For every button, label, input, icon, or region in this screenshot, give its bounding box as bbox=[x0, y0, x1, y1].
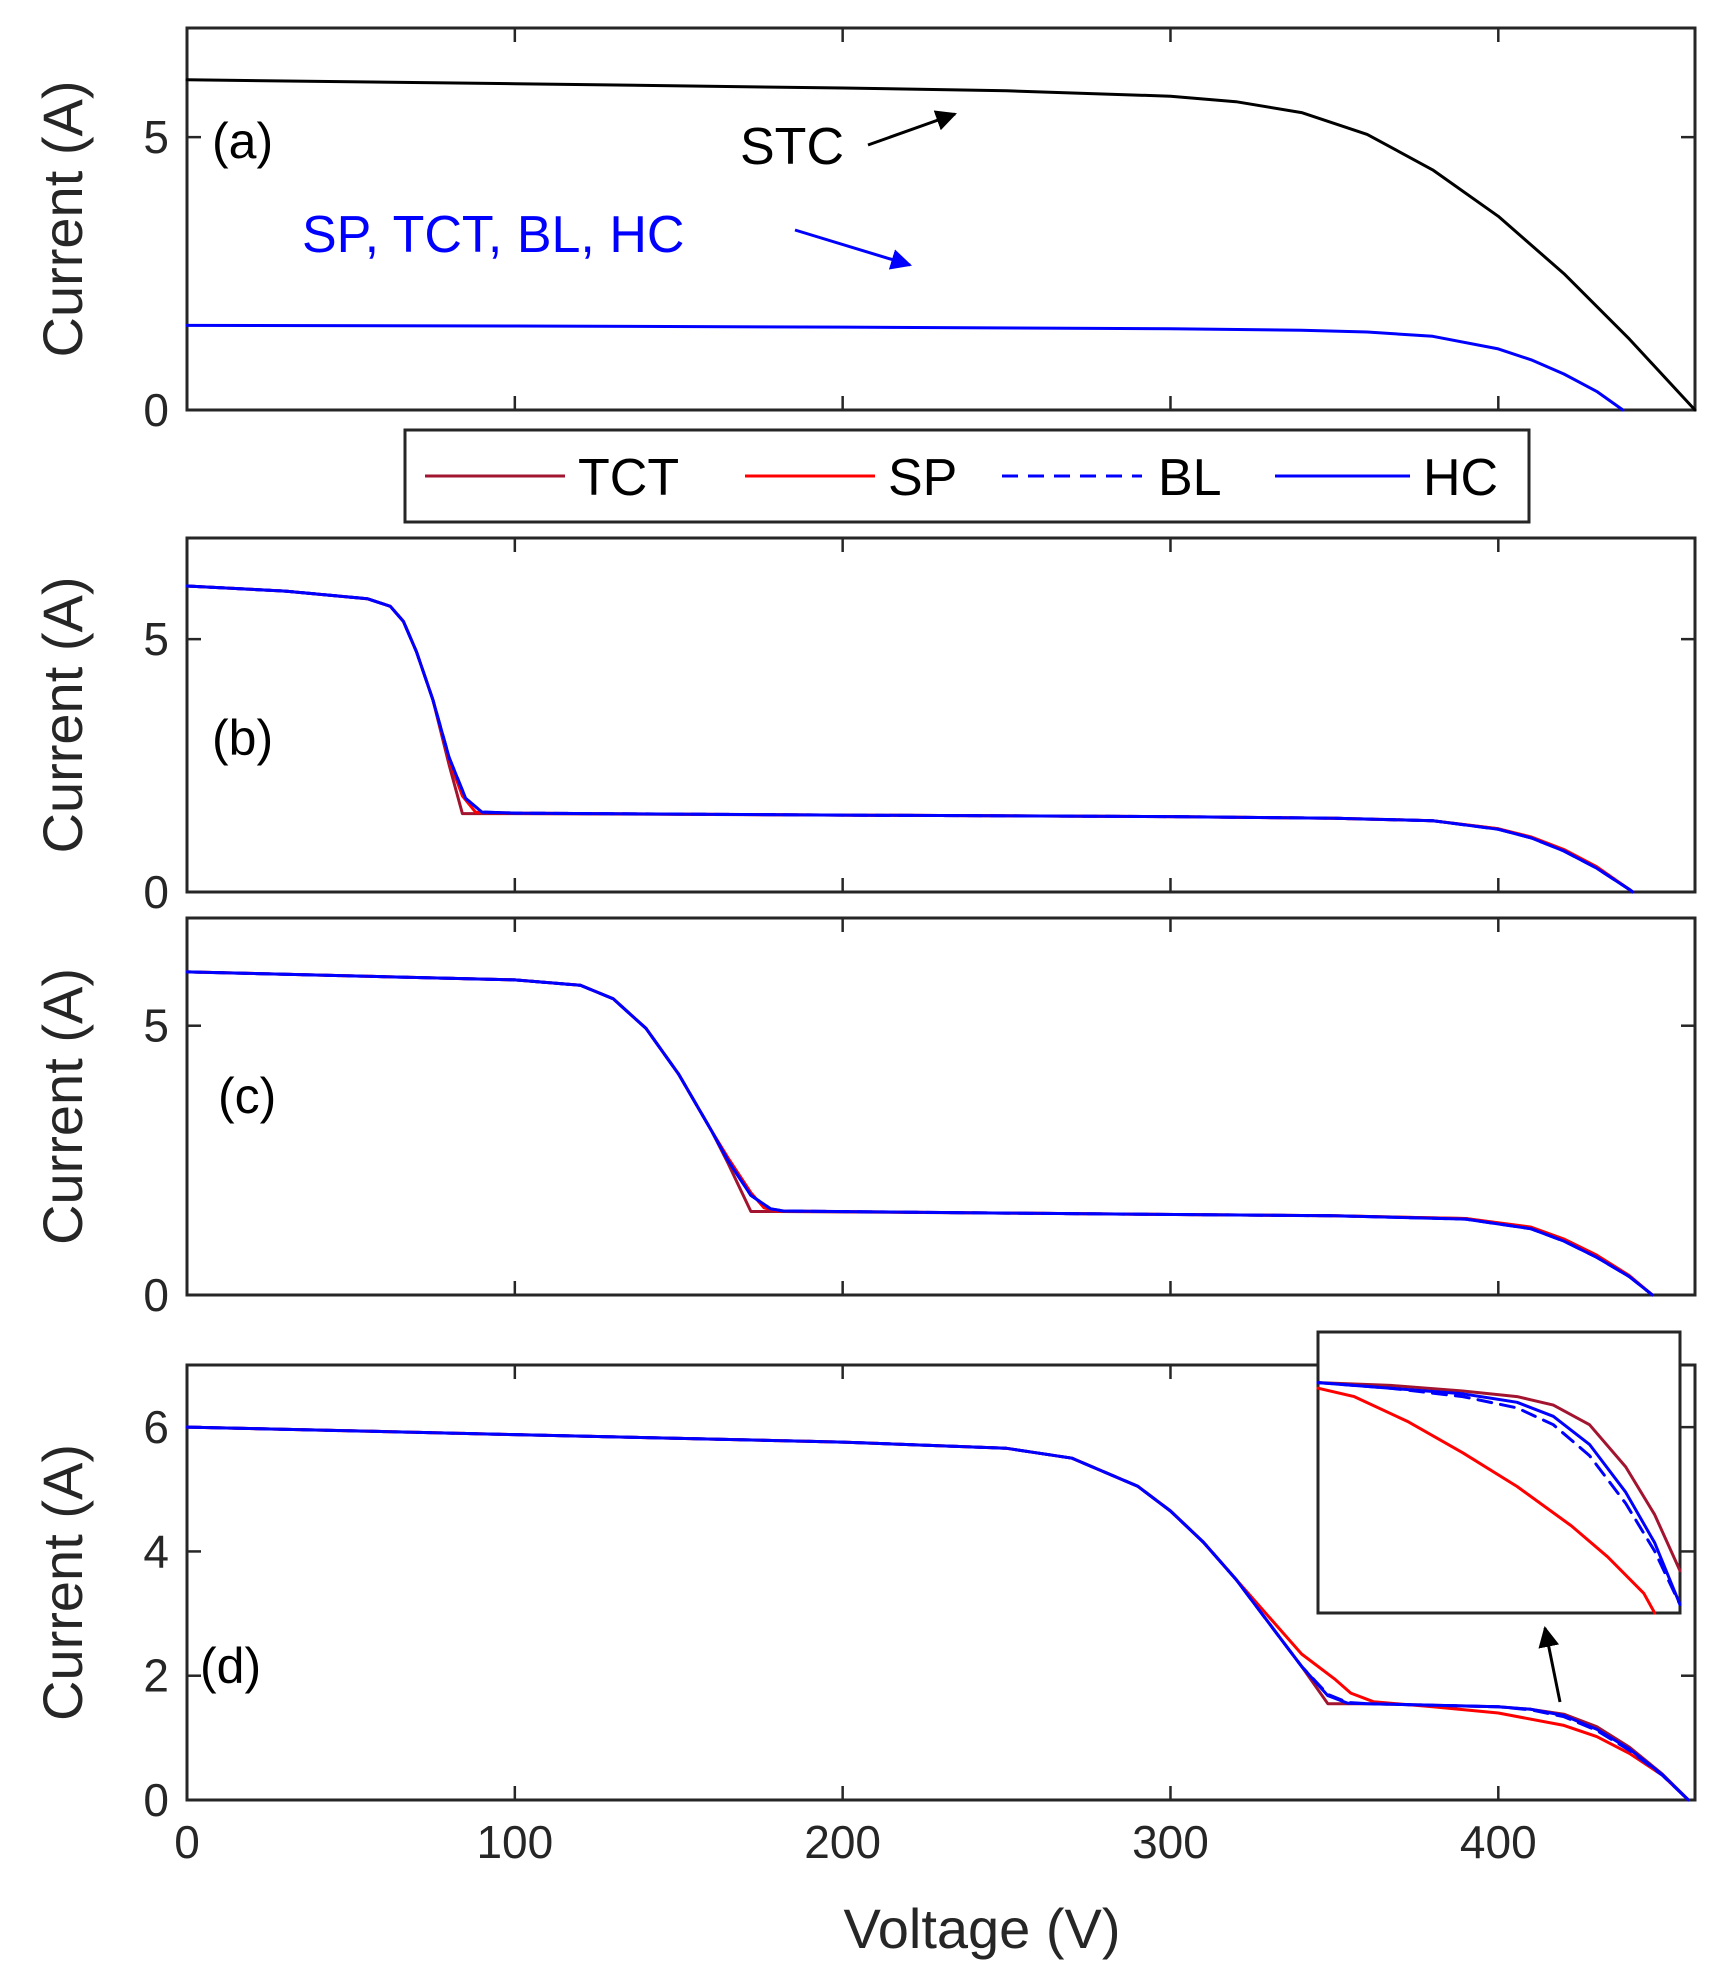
series-a-sp-tct-bl-hc bbox=[185, 323, 1625, 412]
panel-c: 0 5 Current (A) (c) bbox=[31, 916, 1697, 1321]
plot-frame-b bbox=[185, 536, 1697, 894]
series-c-sp bbox=[185, 970, 1654, 1297]
y-axis-label-c: Current (A) bbox=[31, 968, 94, 1245]
y-tick-label-d-2: 2 bbox=[143, 1650, 169, 1702]
panel-b: 0 5 Current (A) (b) bbox=[31, 536, 1697, 918]
panel-label-a: (a) bbox=[212, 113, 273, 169]
annotation-stc-arrow bbox=[867, 110, 957, 147]
series-a-stc bbox=[185, 78, 1697, 412]
x-tick-label-200: 200 bbox=[804, 1816, 881, 1868]
plot-frame-a bbox=[185, 26, 1697, 412]
legend-label-hc: HC bbox=[1423, 449, 1498, 507]
annotation-stc: STC bbox=[740, 118, 844, 176]
series-d-hc bbox=[185, 1425, 1690, 1802]
panel-label-d: (d) bbox=[200, 1638, 261, 1694]
inset-series-hc bbox=[1316, 1381, 1682, 1607]
series-b-sp bbox=[185, 584, 1635, 894]
legend-label-bl: BL bbox=[1158, 449, 1222, 507]
y-tick-label-d-4: 4 bbox=[143, 1525, 169, 1577]
series-b-bl bbox=[185, 584, 1635, 894]
y-tick-label-c-0: 0 bbox=[143, 1269, 169, 1321]
inset-frame bbox=[1316, 1330, 1682, 1615]
x-tick-label-0: 0 bbox=[174, 1816, 200, 1868]
y-tick-label-a-5: 5 bbox=[143, 111, 169, 163]
y-tick-label-b-0: 0 bbox=[143, 866, 169, 918]
legend-label-sp: SP bbox=[888, 449, 957, 507]
inset-pointer-arrow bbox=[1538, 1625, 1562, 1703]
x-tick-label-400: 400 bbox=[1460, 1816, 1537, 1868]
series-b-tct bbox=[185, 584, 1635, 894]
x-tick-label-100: 100 bbox=[476, 1816, 553, 1868]
annotation-all-configs: SP, TCT, BL, HC bbox=[302, 206, 684, 264]
inset-series-tct bbox=[1316, 1381, 1682, 1573]
y-axis-label-a: Current (A) bbox=[31, 81, 94, 358]
series-c-bl bbox=[185, 970, 1654, 1297]
panel-label-b: (b) bbox=[212, 710, 273, 766]
y-axis-label-b: Current (A) bbox=[31, 577, 94, 854]
panel-label-c: (c) bbox=[218, 1068, 276, 1124]
y-tick-label-a-0: 0 bbox=[143, 384, 169, 436]
series-c-tct bbox=[185, 970, 1654, 1297]
inset-zoom bbox=[1316, 1330, 1682, 1615]
x-tick-label-300: 300 bbox=[1132, 1816, 1209, 1868]
y-tick-label-d-0: 0 bbox=[143, 1774, 169, 1826]
plot-frame-c bbox=[185, 916, 1697, 1297]
y-axis-label-d: Current (A) bbox=[31, 1444, 94, 1721]
plot-frame-d bbox=[185, 1363, 1697, 1802]
panel-a: 0 5 Current (A) (a) bbox=[31, 26, 1697, 436]
legend-label-tct: TCT bbox=[578, 449, 679, 507]
y-tick-label-d-6: 6 bbox=[143, 1401, 169, 1453]
inset-series-sp bbox=[1316, 1386, 1657, 1615]
x-axis-label: Voltage (V) bbox=[843, 1897, 1120, 1960]
series-b-hc bbox=[185, 584, 1635, 894]
panel-d: 0 2 4 6 Current (A) (d) 0 100 200 300 400 bbox=[31, 1363, 1697, 1868]
annotation-all-configs-arrow bbox=[794, 228, 913, 270]
y-tick-label-c-5: 5 bbox=[143, 1000, 169, 1052]
legend: TCT SP BL HC bbox=[403, 428, 1531, 524]
y-tick-label-b-5: 5 bbox=[143, 613, 169, 665]
series-c-hc bbox=[185, 970, 1654, 1297]
